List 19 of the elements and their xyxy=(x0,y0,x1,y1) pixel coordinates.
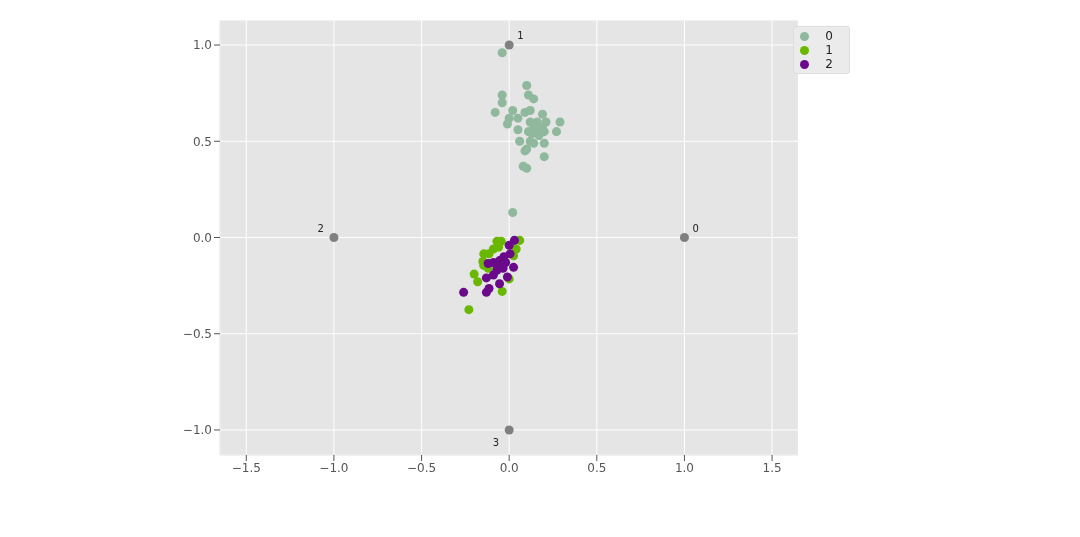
y-tick-label: −0.5 xyxy=(182,327,212,341)
x-tick-label: −1.5 xyxy=(231,460,261,475)
annotation: 1 xyxy=(517,30,524,42)
x-tick-label: 1.0 xyxy=(674,460,694,475)
legend-label: 0 xyxy=(825,29,833,43)
y-tick-label: −1.0 xyxy=(182,423,212,438)
legend-label: 1 xyxy=(825,43,833,57)
x-tick-label: 0.0 xyxy=(499,460,519,475)
y-tick-label: 0.5 xyxy=(192,134,212,149)
legend-label: 2 xyxy=(825,57,833,71)
annotation: 0 xyxy=(692,222,699,234)
x-tick-label: −1.0 xyxy=(319,460,349,475)
x-tick-label: 0.5 xyxy=(587,460,607,475)
y-tick-label: 0.0 xyxy=(192,230,212,245)
annotation: 2 xyxy=(317,222,324,234)
y-tick-label: 1.0 xyxy=(192,38,212,53)
x-tick-label: 1.5 xyxy=(762,460,782,475)
annotation: 3 xyxy=(492,436,500,448)
x-tick-label: −0.5 xyxy=(406,460,437,475)
